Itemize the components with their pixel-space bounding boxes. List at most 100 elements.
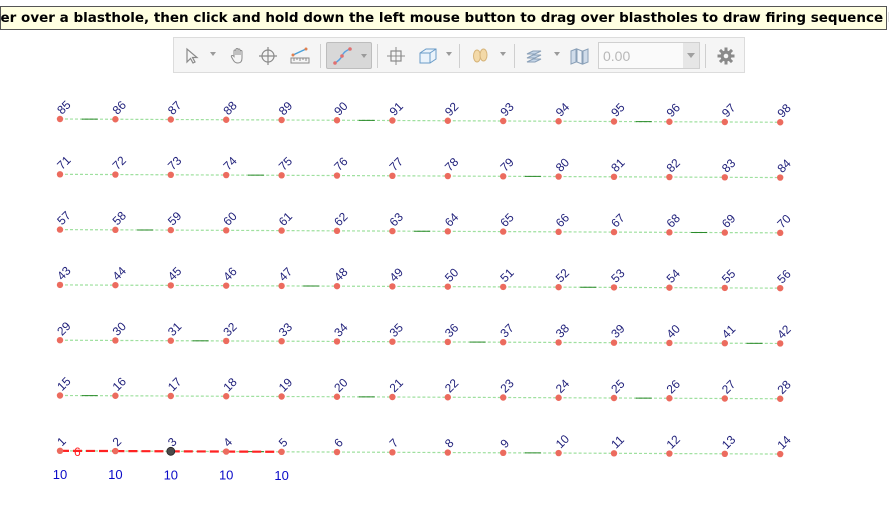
blasthole[interactable] (721, 118, 728, 126)
blasthole[interactable] (444, 449, 451, 456)
blasthole[interactable] (500, 283, 507, 291)
blasthole[interactable] (278, 172, 285, 179)
blasthole[interactable] (555, 173, 562, 180)
layers-button[interactable] (520, 42, 548, 69)
blasthole[interactable] (167, 171, 174, 178)
blasthole[interactable] (278, 448, 285, 455)
blasthole[interactable] (333, 338, 341, 345)
blasthole[interactable] (278, 393, 285, 400)
blasthole[interactable] (167, 337, 174, 344)
blasthole[interactable] (610, 173, 618, 180)
blasthole[interactable] (333, 393, 341, 400)
select-tool-button[interactable] (178, 42, 206, 69)
blasthole[interactable] (278, 116, 285, 124)
blasthole[interactable] (610, 339, 618, 346)
blasthole[interactable] (666, 229, 673, 236)
blasthole[interactable] (610, 118, 618, 125)
blasthole[interactable] (500, 173, 507, 180)
blasthole[interactable] (721, 284, 728, 292)
blasthole[interactable] (610, 394, 618, 402)
blasthole[interactable] (389, 338, 396, 345)
blasthole[interactable] (444, 117, 451, 124)
blasthole[interactable] (389, 227, 396, 235)
blasthole[interactable] (666, 450, 673, 457)
blasthole[interactable] (333, 282, 341, 290)
blasthole[interactable] (777, 229, 784, 237)
blasthole[interactable] (721, 174, 728, 181)
value-dropdown-button[interactable] (683, 43, 699, 68)
blasthole[interactable] (666, 173, 673, 181)
blasthole[interactable] (223, 337, 230, 345)
blasthole[interactable] (112, 337, 119, 344)
blasthole[interactable] (56, 226, 64, 233)
blasthole[interactable] (167, 226, 174, 234)
blasthole[interactable] (777, 340, 784, 347)
blasthole[interactable] (112, 447, 119, 455)
blasthole[interactable] (223, 116, 230, 123)
blasthole[interactable] (444, 283, 451, 290)
blasthole[interactable] (444, 172, 451, 180)
blasthole[interactable] (389, 117, 396, 124)
blasthole[interactable] (666, 339, 673, 347)
settings-button[interactable] (712, 42, 740, 69)
footprints-button[interactable] (466, 42, 494, 69)
blasthole[interactable] (777, 119, 784, 126)
blasthole[interactable] (223, 282, 230, 289)
blasthole[interactable] (500, 449, 507, 456)
3d-view-button[interactable] (414, 42, 442, 69)
blasthole[interactable] (721, 450, 728, 457)
3d-view-dropdown-icon[interactable] (446, 52, 452, 56)
blasthole[interactable] (555, 228, 562, 236)
sequence-line-tool-button[interactable] (326, 42, 372, 69)
blasthole[interactable] (610, 450, 618, 457)
blasthole[interactable] (333, 227, 341, 235)
blasthole[interactable] (56, 392, 64, 399)
blasthole[interactable] (555, 339, 562, 346)
blasthole[interactable] (444, 394, 451, 401)
blasthole[interactable] (500, 339, 507, 346)
blasthole[interactable] (112, 116, 119, 123)
blasthole[interactable] (167, 392, 174, 400)
blasthole[interactable] (112, 171, 119, 178)
chevron-down-icon[interactable] (361, 54, 367, 58)
map-pages-button[interactable] (566, 42, 594, 69)
blasthole[interactable] (56, 337, 64, 344)
blasthole[interactable] (167, 116, 174, 123)
blasthole[interactable] (721, 395, 728, 402)
blasthole[interactable] (500, 394, 507, 401)
blasthole[interactable] (389, 393, 396, 401)
blasthole[interactable] (389, 172, 396, 179)
blasthole[interactable] (500, 228, 507, 235)
blasthole[interactable] (56, 447, 64, 454)
blasthole[interactable] (112, 281, 119, 289)
blasthole[interactable] (555, 394, 562, 401)
blasthole[interactable] (112, 226, 119, 234)
crosshair-tool-button[interactable] (254, 42, 282, 69)
blasthole[interactable] (56, 281, 64, 289)
blasthole[interactable] (721, 340, 728, 347)
blasthole[interactable] (444, 338, 451, 346)
blasthole[interactable] (777, 174, 784, 181)
blasthole[interactable] (666, 284, 673, 291)
blasthole[interactable] (278, 338, 285, 345)
footprints-dropdown-icon[interactable] (500, 52, 506, 56)
blasthole[interactable] (444, 228, 451, 235)
blasthole[interactable] (389, 283, 396, 290)
measure-tool-button[interactable] (286, 42, 314, 69)
blasthole[interactable] (666, 118, 673, 125)
blasthole[interactable] (56, 115, 64, 123)
blasthole[interactable] (777, 395, 784, 402)
move-node-tool-button[interactable] (382, 42, 410, 69)
blasthole[interactable] (278, 227, 285, 234)
blasthole[interactable] (555, 283, 562, 291)
blasthole[interactable] (278, 282, 285, 290)
blasthole[interactable] (500, 117, 507, 125)
blasthole[interactable] (721, 229, 728, 236)
blasthole[interactable] (333, 172, 341, 179)
blasthole[interactable] (333, 117, 341, 124)
blasthole[interactable] (333, 448, 341, 456)
blasthole[interactable] (666, 395, 673, 402)
blasthole[interactable] (167, 282, 174, 289)
pan-tool-button[interactable] (224, 42, 252, 69)
